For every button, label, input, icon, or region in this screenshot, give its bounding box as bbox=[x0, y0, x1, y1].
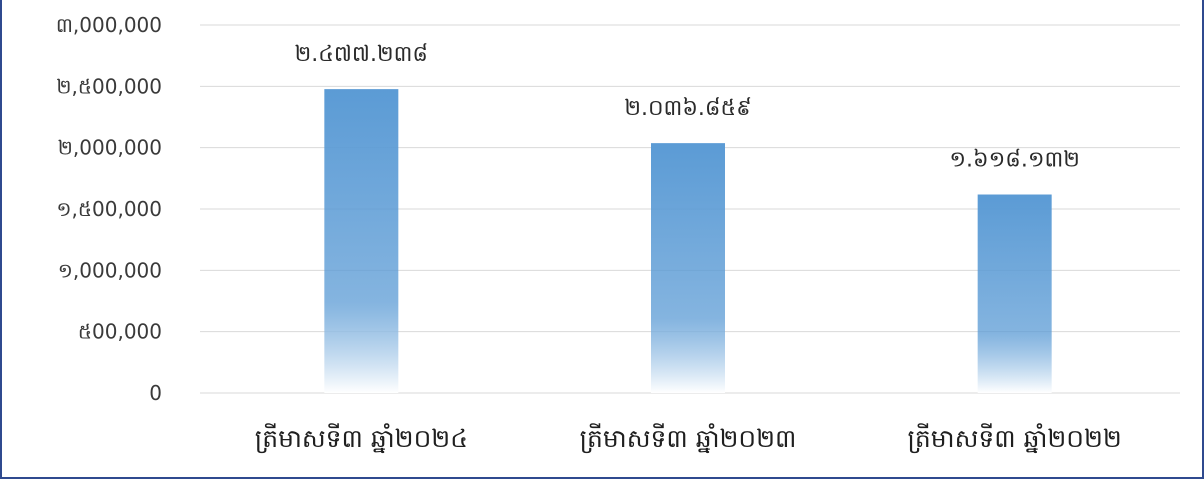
y-tick-label: ២,៥00,000 bbox=[56, 74, 162, 98]
data-label: ២.៤៧៧.២៣៨ bbox=[295, 42, 428, 67]
y-axis-tick-labels: 0 ៥00,000 ១,000,000 ១,៥00,000 ២,000,000 ២,៥00… bbox=[56, 13, 162, 405]
data-label: ១.៦១៨.១៣២ bbox=[949, 148, 1080, 173]
data-label: ២.០៣៦.៨៥៩ bbox=[624, 96, 751, 121]
y-tick-label: ២,000,000 bbox=[58, 136, 162, 160]
bar bbox=[324, 89, 399, 393]
y-tick-label: ១,៥00,000 bbox=[56, 197, 162, 221]
category-label: ត្រីមាសទី៣ ឆ្នាំ២០២៣ bbox=[580, 423, 797, 454]
bar bbox=[977, 194, 1052, 393]
y-tick-label: 0 bbox=[149, 381, 162, 405]
x-axis-category-labels: ត្រីមាសទី៣ ឆ្នាំ២០២៤ ត្រីមាសទី៣ ឆ្នាំ២០២៣… bbox=[255, 423, 1122, 454]
bars bbox=[324, 89, 1052, 393]
bar bbox=[651, 143, 725, 393]
category-label: ត្រីមាសទី៣ ឆ្នាំ២០២២ bbox=[907, 423, 1121, 454]
y-tick-label: ៣,000,000 bbox=[56, 13, 162, 37]
y-tick-label: ៥00,000 bbox=[78, 320, 162, 344]
category-label: ត្រីមាសទី៣ ឆ្នាំ២០២៤ bbox=[255, 423, 468, 454]
y-tick-label: ១,000,000 bbox=[58, 258, 162, 282]
